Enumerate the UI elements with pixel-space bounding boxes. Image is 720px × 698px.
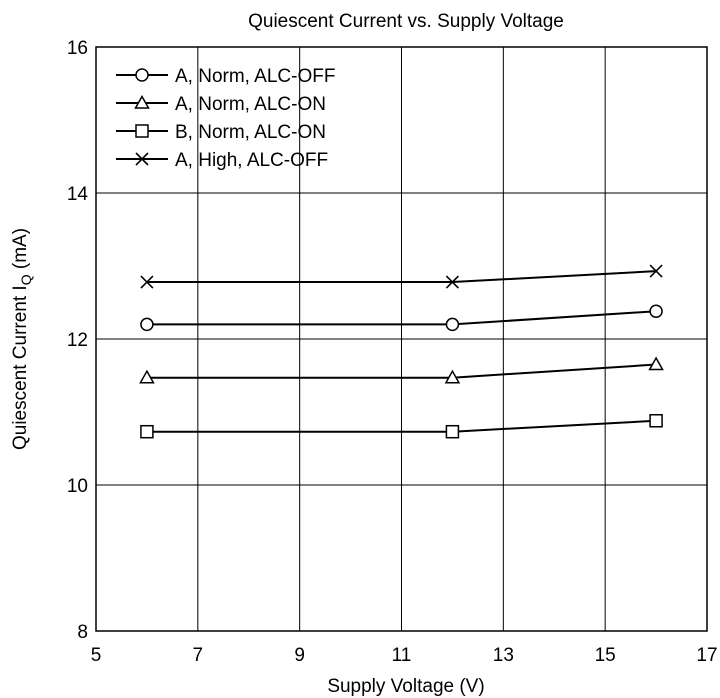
circle-marker	[649, 304, 663, 319]
y-axis-label-unit: (mA)	[10, 228, 31, 274]
triangle-marker	[444, 369, 461, 384]
square-marker	[140, 424, 154, 439]
legend-item: A, Norm, ALC-OFF	[116, 66, 335, 87]
y-tick-label: 12	[67, 330, 88, 351]
triangle-marker	[134, 94, 150, 109]
y-axis-label-main: Quiescent Current I	[10, 285, 31, 450]
grid	[96, 47, 707, 631]
legend-label: A, Norm, ALC-ON	[175, 94, 326, 115]
series	[139, 356, 664, 384]
x-marker-stroke	[135, 152, 149, 166]
y-axis-label-subscript: Q	[18, 274, 34, 285]
square-marker	[649, 414, 663, 428]
x-tick-label: 13	[493, 645, 514, 666]
x-marker-stroke	[445, 275, 459, 289]
series	[140, 414, 663, 439]
x-marker-stroke	[140, 275, 154, 289]
legend-item: B, Norm, ALC-ON	[116, 122, 326, 143]
y-tick-label: 16	[67, 38, 88, 59]
x-tick-label: 15	[595, 645, 616, 666]
legend: A, Norm, ALC-OFF A, Norm, ALC-ON B, Norm, …	[116, 66, 335, 171]
series-layer	[139, 264, 664, 439]
triangle-marker	[648, 356, 664, 371]
legend-item: A, High, ALC-OFF	[116, 150, 328, 171]
circle-marker	[140, 317, 154, 332]
x-marker-stroke	[649, 264, 663, 278]
plot-frame	[95, 46, 708, 632]
x-tick-label: 7	[193, 645, 204, 666]
x-tick-label: 17	[696, 645, 717, 666]
x-marker	[140, 275, 154, 289]
x-marker	[445, 275, 459, 289]
y-tick-label: 10	[67, 476, 88, 497]
y-axis-label: Quiescent Current IQ (mA)	[10, 228, 34, 450]
x-tick-label: 5	[91, 645, 102, 666]
x-marker	[649, 264, 663, 278]
series	[140, 304, 663, 332]
series	[140, 264, 663, 289]
legend-label: A, Norm, ALC-OFF	[175, 66, 335, 87]
x-tick-label: 9	[294, 645, 305, 666]
y-tick-label: 8	[77, 622, 88, 643]
circle-marker	[135, 68, 149, 82]
legend-item: A, Norm, ALC-ON	[116, 94, 326, 115]
y-tick-label: 14	[67, 184, 89, 205]
x-tick-label: 11	[392, 645, 412, 666]
x-marker	[135, 152, 149, 166]
x-axis-label: Supply Voltage (V)	[327, 676, 484, 697]
circle-marker	[445, 317, 460, 332]
chart-title: Quiescent Current vs. Supply Voltage	[248, 11, 564, 32]
square-marker	[135, 124, 149, 138]
tick-labels: 5 7 9 11 13 15 17 8 10 12 14 16	[67, 38, 718, 666]
triangle-marker	[139, 369, 155, 384]
square-marker	[445, 424, 460, 439]
legend-label: B, Norm, ALC-ON	[175, 122, 326, 143]
legend-label: A, High, ALC-OFF	[175, 150, 328, 171]
